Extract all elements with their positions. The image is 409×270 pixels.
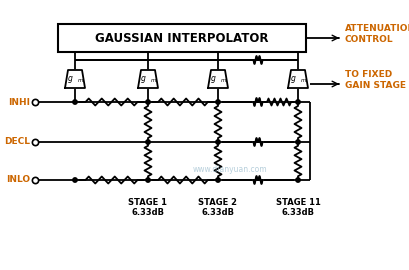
Circle shape	[146, 100, 150, 104]
Text: INHI: INHI	[8, 97, 30, 106]
Text: www.dianyuan.com: www.dianyuan.com	[192, 166, 267, 174]
Text: INLO: INLO	[6, 176, 30, 184]
Text: ATTENUATION
CONTROL: ATTENUATION CONTROL	[344, 24, 409, 44]
Polygon shape	[138, 70, 157, 88]
Circle shape	[215, 178, 220, 182]
Polygon shape	[65, 70, 85, 88]
Text: $m$: $m$	[220, 77, 227, 84]
Text: DECL: DECL	[4, 137, 30, 147]
Circle shape	[146, 178, 150, 182]
Circle shape	[73, 178, 77, 182]
Circle shape	[295, 100, 299, 104]
Circle shape	[215, 140, 220, 144]
Polygon shape	[207, 70, 227, 88]
Text: STAGE 1
6.33dB: STAGE 1 6.33dB	[128, 198, 167, 217]
Text: STAGE 2
6.33dB: STAGE 2 6.33dB	[198, 198, 237, 217]
Text: $m$: $m$	[299, 77, 306, 84]
Bar	[58, 24, 305, 52]
Text: GAUSSIAN INTERPOLATOR: GAUSSIAN INTERPOLATOR	[95, 32, 268, 45]
Circle shape	[295, 140, 299, 144]
Circle shape	[215, 100, 220, 104]
Polygon shape	[287, 70, 307, 88]
Text: $m$: $m$	[150, 77, 157, 84]
Text: $g$: $g$	[140, 73, 147, 85]
Circle shape	[73, 100, 77, 104]
Text: $g$: $g$	[210, 73, 216, 85]
Text: STAGE 11
6.33dB: STAGE 11 6.33dB	[275, 198, 320, 217]
Text: $g$: $g$	[67, 73, 74, 85]
Circle shape	[146, 140, 150, 144]
Text: $m$: $m$	[77, 77, 84, 84]
Text: TO FIXED
GAIN STAGE: TO FIXED GAIN STAGE	[344, 70, 405, 90]
Circle shape	[295, 178, 299, 182]
Text: $g$: $g$	[290, 73, 296, 85]
